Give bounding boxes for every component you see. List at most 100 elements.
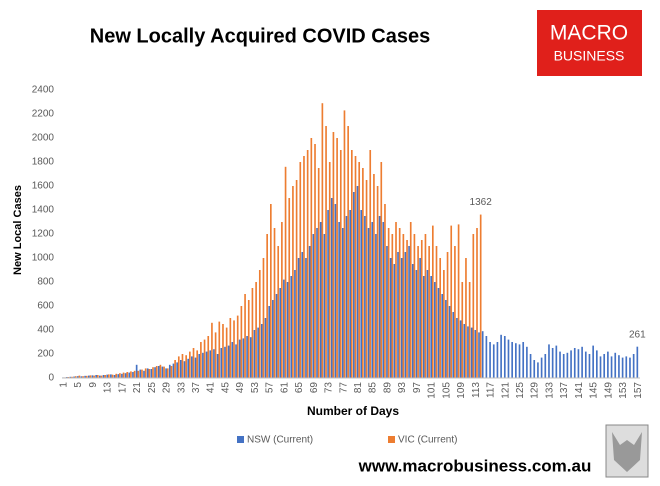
bar	[503, 336, 506, 378]
legend-swatch	[237, 436, 244, 443]
bar	[121, 373, 123, 378]
bar	[400, 258, 403, 378]
bar	[139, 369, 142, 378]
bar	[270, 204, 272, 378]
bar	[124, 373, 127, 378]
bar	[165, 368, 167, 378]
x-tick-label: 61	[279, 382, 290, 394]
bar	[592, 345, 594, 378]
bar	[347, 126, 349, 378]
bar	[288, 198, 291, 378]
bar	[242, 338, 245, 378]
bar	[424, 234, 427, 378]
bar	[445, 300, 447, 378]
bar	[268, 306, 271, 378]
bar	[82, 376, 84, 378]
x-tick-label: 133	[544, 382, 555, 399]
y-tick-label: 200	[37, 349, 54, 360]
bar	[196, 350, 199, 378]
bar	[295, 180, 298, 378]
bar	[548, 344, 550, 378]
bar	[122, 372, 125, 378]
bar	[614, 352, 617, 378]
bar	[157, 366, 160, 378]
bar	[233, 320, 235, 378]
bar	[468, 282, 471, 378]
bar	[310, 138, 313, 378]
bar	[356, 186, 359, 378]
bar	[341, 228, 344, 378]
bar	[207, 336, 210, 378]
bar	[555, 345, 558, 378]
bar	[306, 150, 309, 378]
bar	[314, 144, 316, 378]
y-tick-label: 2000	[32, 133, 55, 144]
x-tick-label: 93	[397, 382, 408, 394]
bar	[133, 370, 136, 378]
x-tick-label: 101	[427, 382, 438, 399]
bar	[146, 368, 149, 378]
bar	[422, 276, 425, 378]
bar	[301, 252, 304, 378]
bar	[610, 356, 613, 378]
x-tick-label: 153	[618, 382, 629, 399]
bar	[117, 374, 120, 378]
bar	[584, 351, 587, 378]
bar	[404, 252, 407, 378]
bar	[472, 234, 475, 378]
x-tick-label: 121	[500, 382, 511, 399]
x-tick-label: 45	[220, 382, 231, 394]
bar	[262, 258, 265, 378]
bar	[95, 375, 97, 378]
bar	[247, 300, 250, 378]
bar	[408, 246, 410, 378]
bar	[537, 362, 539, 378]
bar	[603, 354, 606, 378]
x-tick-label: 21	[132, 382, 143, 394]
bar	[238, 339, 241, 378]
bar	[202, 352, 204, 378]
bar	[431, 225, 434, 378]
bar	[316, 228, 318, 378]
legend-label: NSW (Current)	[247, 435, 313, 446]
bar	[376, 186, 379, 378]
bar	[93, 375, 95, 378]
bar	[185, 355, 187, 378]
x-tick-label: 65	[294, 382, 305, 394]
bar	[161, 366, 164, 378]
bar	[336, 138, 338, 378]
x-tick-label: 49	[235, 382, 246, 394]
bar	[411, 264, 414, 378]
data-label: 1362	[470, 197, 493, 208]
bar	[559, 351, 561, 378]
bar	[113, 375, 116, 378]
bar	[284, 166, 287, 378]
bar	[511, 342, 513, 378]
bar	[478, 332, 480, 378]
bar	[319, 222, 322, 378]
x-tick-label: 89	[382, 382, 393, 394]
bar	[378, 216, 381, 378]
bar	[358, 162, 361, 378]
bar	[87, 375, 90, 378]
bar	[273, 228, 276, 378]
bar	[328, 162, 331, 378]
bar	[187, 358, 190, 378]
y-tick-label: 400	[37, 325, 54, 336]
bar	[154, 367, 156, 378]
bar	[216, 354, 219, 378]
bar	[360, 210, 363, 378]
bar	[428, 246, 430, 378]
legend-label: VIC (Current)	[398, 435, 457, 446]
x-tick-label: 113	[471, 382, 482, 398]
bar	[596, 350, 598, 378]
bar	[380, 162, 383, 378]
bar	[141, 369, 143, 378]
x-tick-label: 137	[559, 382, 570, 399]
footer-url: www.macrobusiness.com.au	[358, 456, 592, 475]
bar	[327, 210, 329, 378]
bar	[446, 252, 449, 378]
bar	[80, 376, 83, 378]
bar	[104, 375, 106, 378]
